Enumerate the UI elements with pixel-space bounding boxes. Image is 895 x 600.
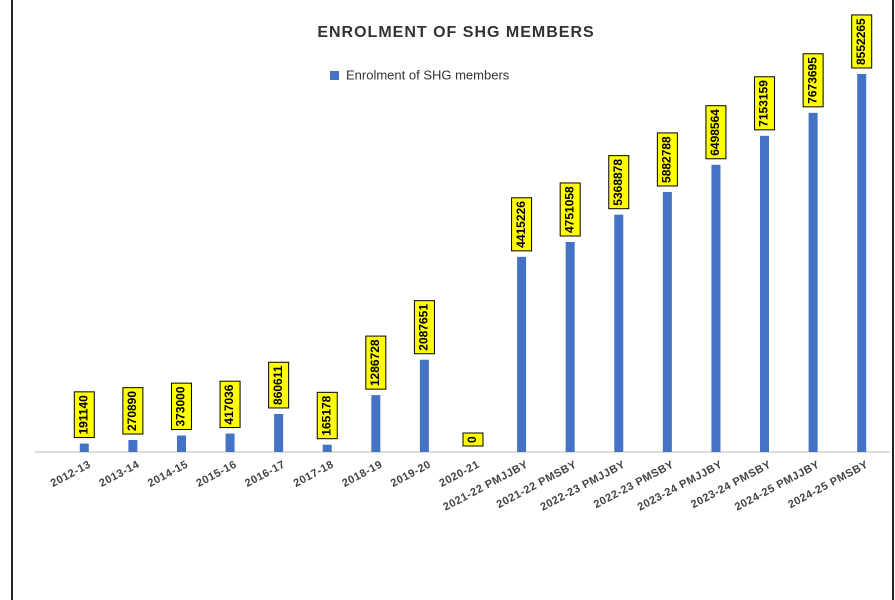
data-label-box <box>559 182 581 237</box>
data-label-group: 1286728 <box>365 335 387 390</box>
data-label-group: 165178 <box>316 391 338 440</box>
data-label: 8552265 <box>854 18 868 65</box>
data-label-box <box>656 132 678 187</box>
data-label-box <box>754 76 776 131</box>
data-label-group: 270890 <box>122 387 144 435</box>
data-label-box <box>462 432 484 447</box>
data-label-group: 0 <box>462 432 484 447</box>
data-label-group: 373000 <box>170 382 192 431</box>
bar <box>808 112 818 452</box>
data-label-box <box>73 391 95 439</box>
data-label: 191140 <box>76 395 90 435</box>
data-label-group: 7673695 <box>802 53 824 108</box>
legend-swatch <box>330 71 339 80</box>
data-label: 860611 <box>271 365 285 405</box>
bar <box>517 256 527 452</box>
bar <box>225 433 235 452</box>
data-label-group: 191140 <box>73 391 95 439</box>
bar <box>419 359 429 452</box>
data-label-group: 2087651 <box>413 300 435 355</box>
data-label-box <box>219 380 241 429</box>
data-label: 4751058 <box>562 186 576 233</box>
bar <box>857 73 867 453</box>
data-label: 4415226 <box>514 201 528 248</box>
data-label: 0 <box>465 436 479 443</box>
data-label: 373000 <box>174 386 188 426</box>
legend-label: Enrolment of SHG members <box>346 67 510 82</box>
data-label-box <box>122 387 144 435</box>
data-label: 5882788 <box>660 136 674 183</box>
bar <box>711 164 721 452</box>
data-label: 7153159 <box>757 80 771 127</box>
data-label-box <box>365 335 387 390</box>
bar <box>128 440 138 452</box>
data-label-box <box>268 361 290 409</box>
data-label-box <box>511 197 533 252</box>
data-label-group: 860611 <box>268 361 290 409</box>
data-label-group: 4751058 <box>559 182 581 237</box>
data-label: 1286728 <box>368 339 382 386</box>
data-label: 6498564 <box>708 109 722 156</box>
data-label-box <box>705 105 727 160</box>
data-label: 7673695 <box>805 57 819 104</box>
data-label-group: 6498564 <box>705 105 727 160</box>
data-label-group: 5368878 <box>608 155 630 210</box>
bar <box>79 443 89 452</box>
bar <box>371 395 381 452</box>
data-label-group: 5882788 <box>656 132 678 187</box>
bar <box>274 413 284 452</box>
data-label-box <box>608 155 630 210</box>
chart-title: ENROLMENT OF SHG MEMBERS <box>317 24 594 41</box>
data-label-group: 417036 <box>219 380 241 429</box>
bar <box>176 435 186 452</box>
data-label: 417036 <box>222 384 236 424</box>
data-label-group: 4415226 <box>511 197 533 252</box>
data-label: 5368878 <box>611 159 625 206</box>
data-label-group: 8552265 <box>851 14 873 69</box>
bar <box>760 135 770 452</box>
data-label-box <box>316 391 338 440</box>
bar <box>662 191 672 452</box>
data-label-box <box>802 53 824 108</box>
data-label: 2087651 <box>417 304 431 351</box>
data-label: 270890 <box>125 391 139 431</box>
bar <box>614 214 624 452</box>
bar <box>565 242 575 452</box>
data-label-box <box>413 300 435 355</box>
bar <box>322 444 332 452</box>
data-label-box <box>851 14 873 69</box>
data-label: 165178 <box>319 395 333 435</box>
data-label-box <box>170 382 192 431</box>
data-label-group: 7153159 <box>754 76 776 131</box>
